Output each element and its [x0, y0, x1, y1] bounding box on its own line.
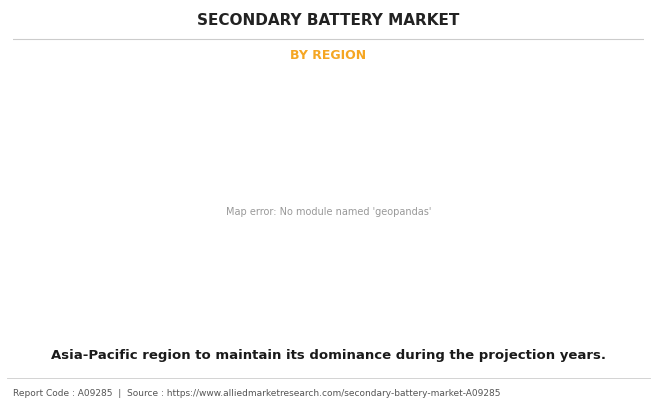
Text: Map error: No module named 'geopandas': Map error: No module named 'geopandas' — [226, 207, 431, 217]
Text: SECONDARY BATTERY MARKET: SECONDARY BATTERY MARKET — [197, 13, 460, 29]
Text: Asia-Pacific region to maintain its dominance during the projection years.: Asia-Pacific region to maintain its domi… — [51, 349, 606, 362]
Text: BY REGION: BY REGION — [290, 49, 367, 62]
Text: Report Code : A09285  |  Source : https://www.alliedmarketresearch.com/secondary: Report Code : A09285 | Source : https://… — [13, 389, 501, 398]
